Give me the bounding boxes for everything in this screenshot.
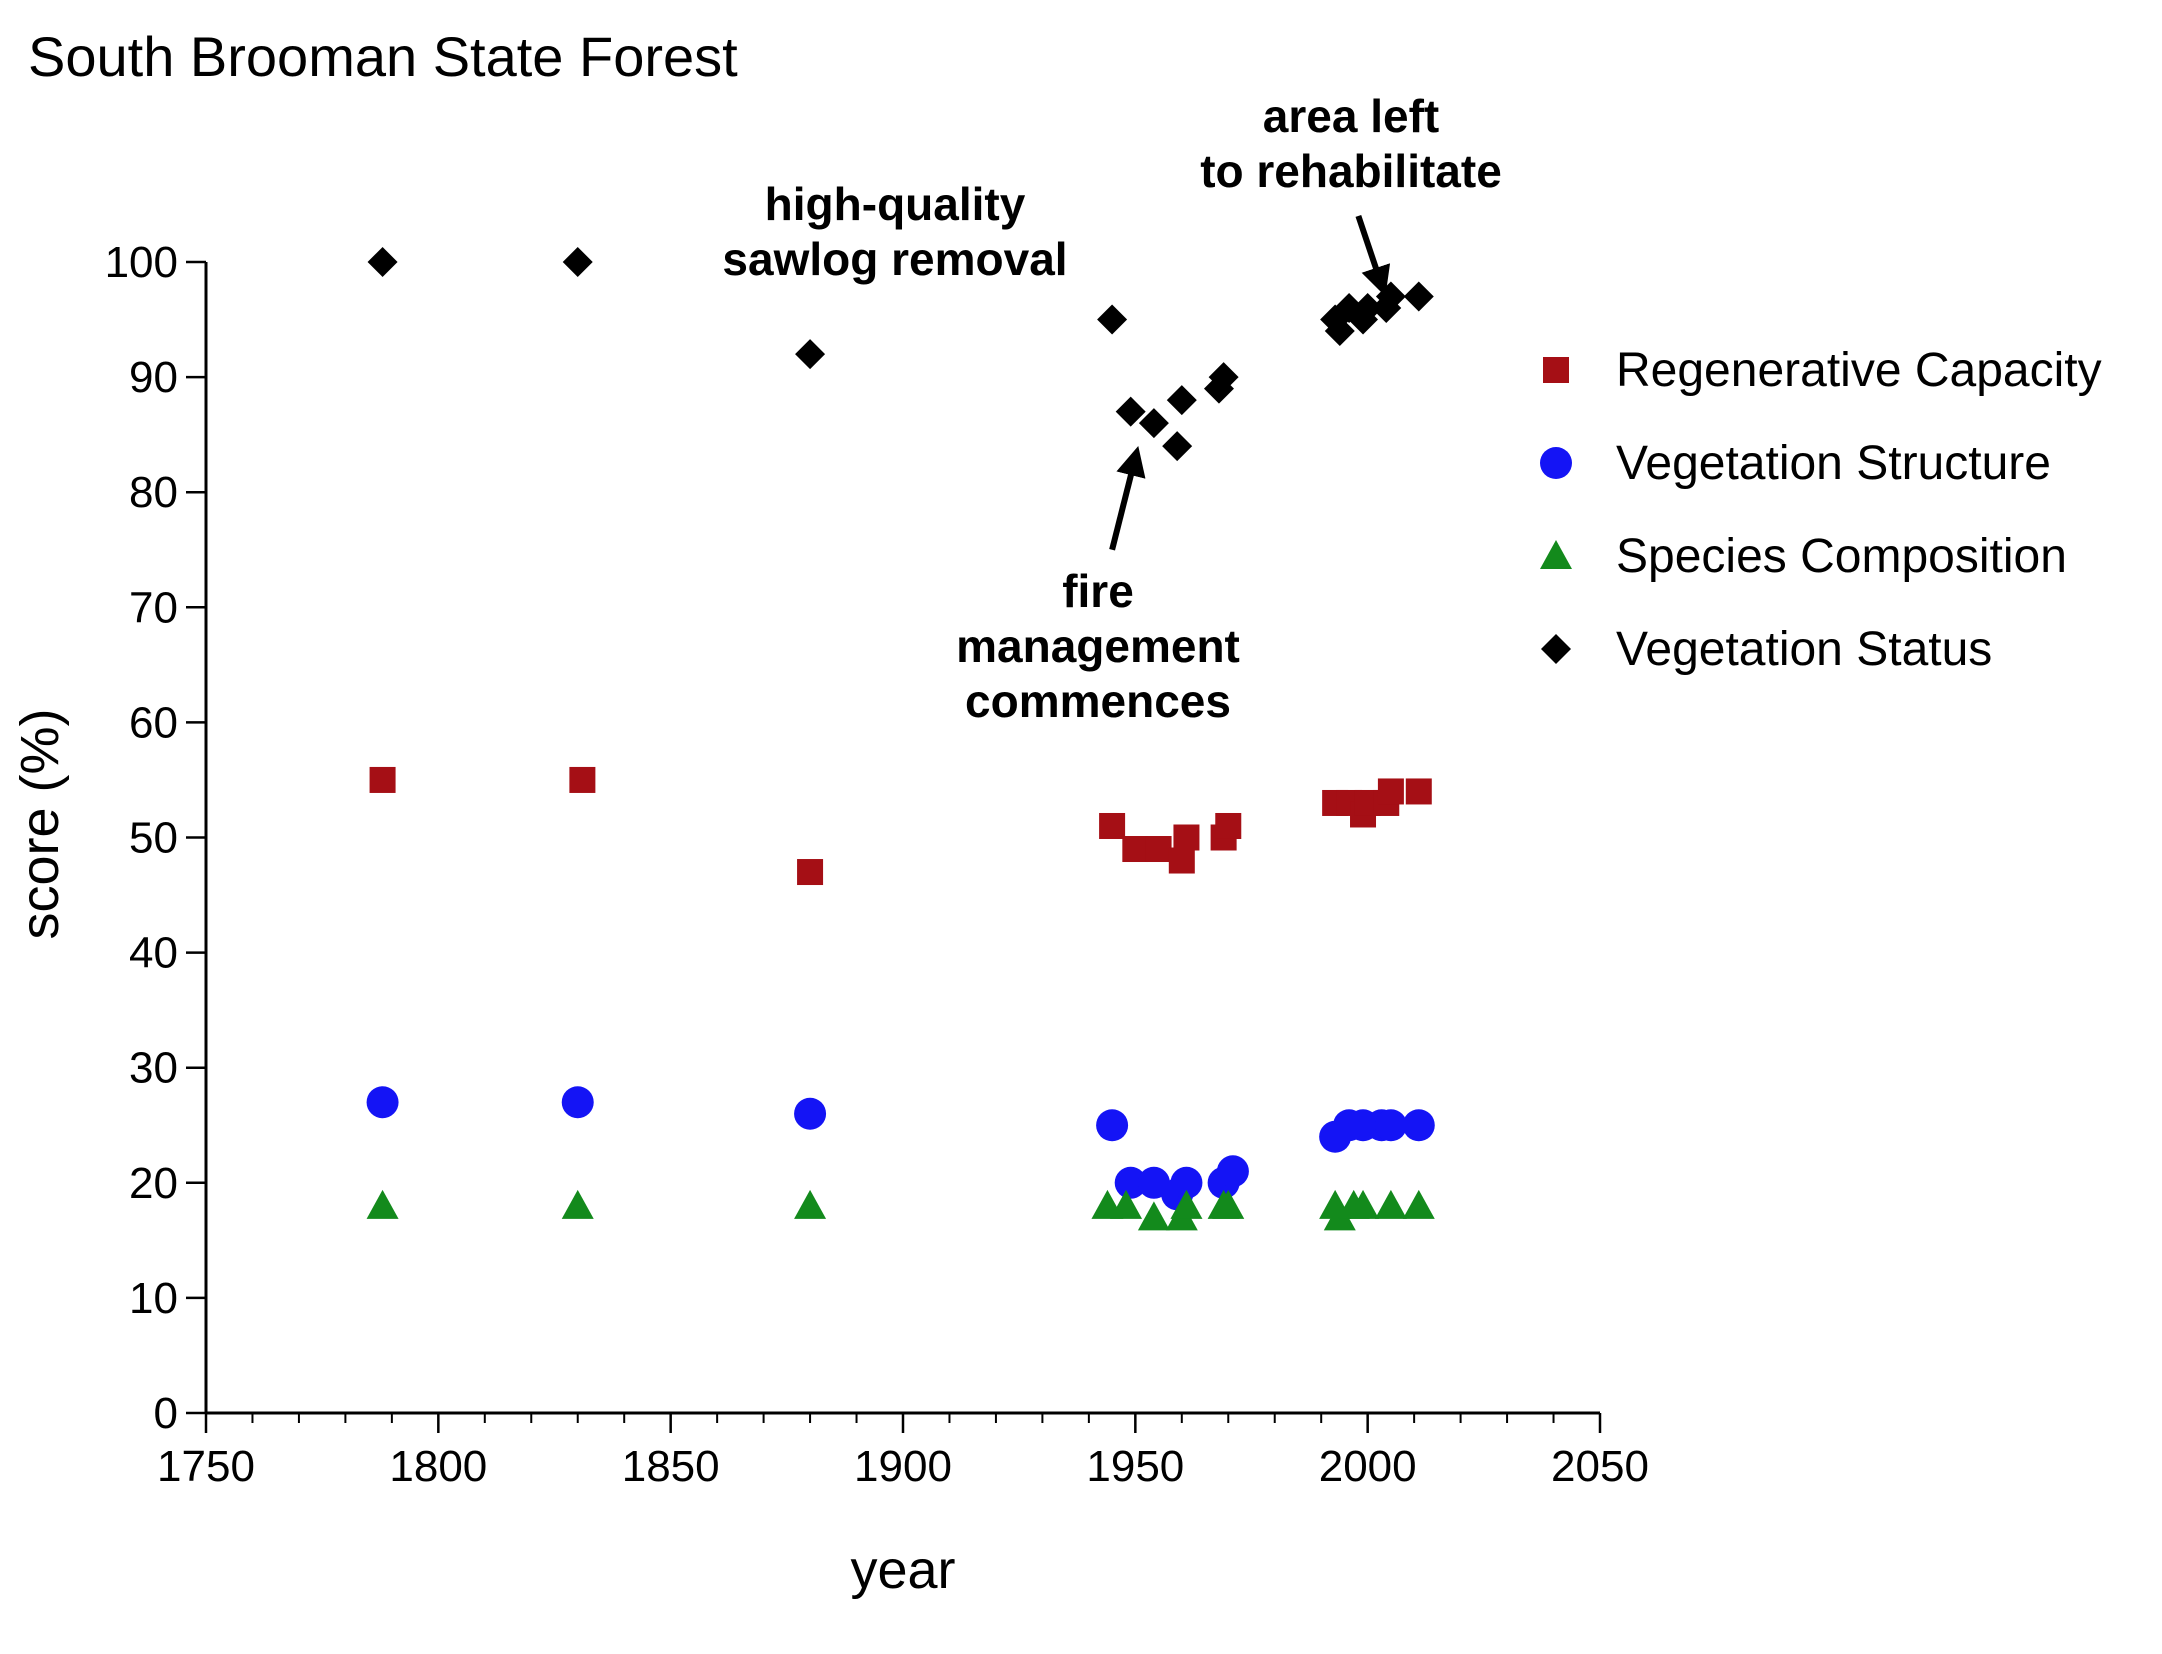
data-marks — [366, 247, 1435, 1231]
data-point — [1170, 1189, 1203, 1219]
y-tick-label: 60 — [129, 698, 178, 747]
x-tick-label: 1800 — [389, 1442, 487, 1491]
data-point — [1402, 1189, 1435, 1219]
data-point — [1403, 281, 1434, 312]
data-point — [562, 247, 593, 277]
y-tick-label: 90 — [129, 353, 178, 402]
data-point — [1374, 1189, 1407, 1219]
y-tick-label: 70 — [129, 583, 178, 632]
data-point — [794, 1097, 827, 1130]
data-point — [1215, 812, 1242, 839]
annotation-text: commences — [965, 675, 1231, 727]
legend-item[interactable]: Vegetation Status — [1541, 623, 1992, 676]
y-tick-label: 10 — [129, 1274, 178, 1323]
series-3 — [367, 247, 1434, 462]
legend-label: Vegetation Status — [1616, 623, 1992, 676]
x-tick-label: 1950 — [1086, 1442, 1184, 1491]
data-point — [1405, 778, 1432, 805]
data-point — [1212, 1189, 1245, 1219]
y-tick-label: 50 — [129, 814, 178, 863]
legend-marker — [1540, 540, 1572, 569]
data-point — [795, 339, 826, 370]
x-axis-label: year — [850, 1540, 955, 1600]
legend[interactable]: Regenerative Capacity Vegetation Structur… — [1540, 344, 2102, 676]
series-1 — [366, 1086, 1435, 1211]
x-tick-label: 2000 — [1319, 1442, 1417, 1491]
legend-item[interactable]: Vegetation Structure — [1540, 437, 2051, 490]
legend-item[interactable]: Regenerative Capacity — [1543, 344, 2102, 397]
data-point — [561, 1189, 594, 1219]
data-point — [1162, 431, 1193, 462]
annotation-arrow — [1109, 446, 1146, 551]
data-point — [1099, 812, 1126, 839]
data-point — [1168, 847, 1195, 874]
legend-marker — [1543, 357, 1569, 383]
y-tick-label: 40 — [129, 929, 178, 978]
series-2 — [366, 1189, 1435, 1231]
legend-marker — [1541, 634, 1571, 664]
data-point — [367, 247, 398, 277]
data-point — [1145, 836, 1172, 863]
data-point — [1208, 362, 1239, 393]
y-tick-label: 20 — [129, 1159, 178, 1208]
chart-title: South Brooman State Forest — [28, 25, 738, 88]
data-point — [1402, 1109, 1435, 1142]
x-tick-label: 1850 — [622, 1442, 720, 1491]
x-tick-label: 1900 — [854, 1442, 952, 1491]
data-point — [1377, 778, 1404, 805]
annotation-text: sawlog removal — [722, 233, 1067, 285]
y-axis-label: score (%) — [10, 708, 70, 939]
legend-label: Vegetation Structure — [1616, 437, 2051, 490]
legend-item[interactable]: Species Composition — [1540, 530, 2067, 583]
data-point — [1122, 836, 1149, 863]
data-point — [369, 766, 396, 793]
annotation-text: area left — [1263, 90, 1439, 142]
annotation-text: fire — [1062, 565, 1134, 617]
annotation-text: to rehabilitate — [1200, 145, 1502, 197]
data-point — [1110, 1189, 1143, 1219]
data-point — [366, 1086, 399, 1119]
x-tick-label: 1750 — [157, 1442, 255, 1491]
data-point — [1216, 1155, 1249, 1188]
data-point — [1374, 1109, 1407, 1142]
data-point — [366, 1189, 399, 1219]
series-0 — [369, 766, 1432, 886]
data-point — [1352, 293, 1383, 324]
y-tick-label: 100 — [105, 238, 178, 287]
legend-label: Regenerative Capacity — [1616, 344, 2102, 397]
data-point — [1138, 408, 1169, 439]
data-point — [1137, 1201, 1170, 1231]
annotation-text: management — [956, 620, 1240, 672]
data-point — [1170, 1166, 1203, 1199]
y-tick-label: 30 — [129, 1044, 178, 1093]
annotation-arrow — [1355, 215, 1391, 297]
data-point — [1166, 385, 1197, 416]
data-point — [561, 1086, 594, 1119]
x-tick-label: 2050 — [1551, 1442, 1649, 1491]
data-point — [1115, 396, 1146, 427]
legend-label: Species Composition — [1616, 530, 2067, 583]
data-point — [1173, 824, 1200, 851]
y-tick-label: 0 — [154, 1389, 178, 1438]
data-point — [1114, 1166, 1147, 1199]
data-point — [569, 766, 596, 793]
annotation-text: high-quality — [765, 178, 1026, 230]
data-point — [1096, 1109, 1129, 1142]
data-point — [794, 1189, 827, 1219]
data-point — [797, 859, 824, 886]
y-tick-label: 80 — [129, 468, 178, 517]
data-point — [1097, 304, 1128, 335]
legend-marker — [1540, 447, 1572, 479]
data-point — [1347, 1189, 1380, 1219]
data-point — [1324, 316, 1355, 347]
axes: 1750 1800 1850 1900 1950 2000 2050 0 10 20 30 40 50 6… — [105, 238, 1649, 1491]
